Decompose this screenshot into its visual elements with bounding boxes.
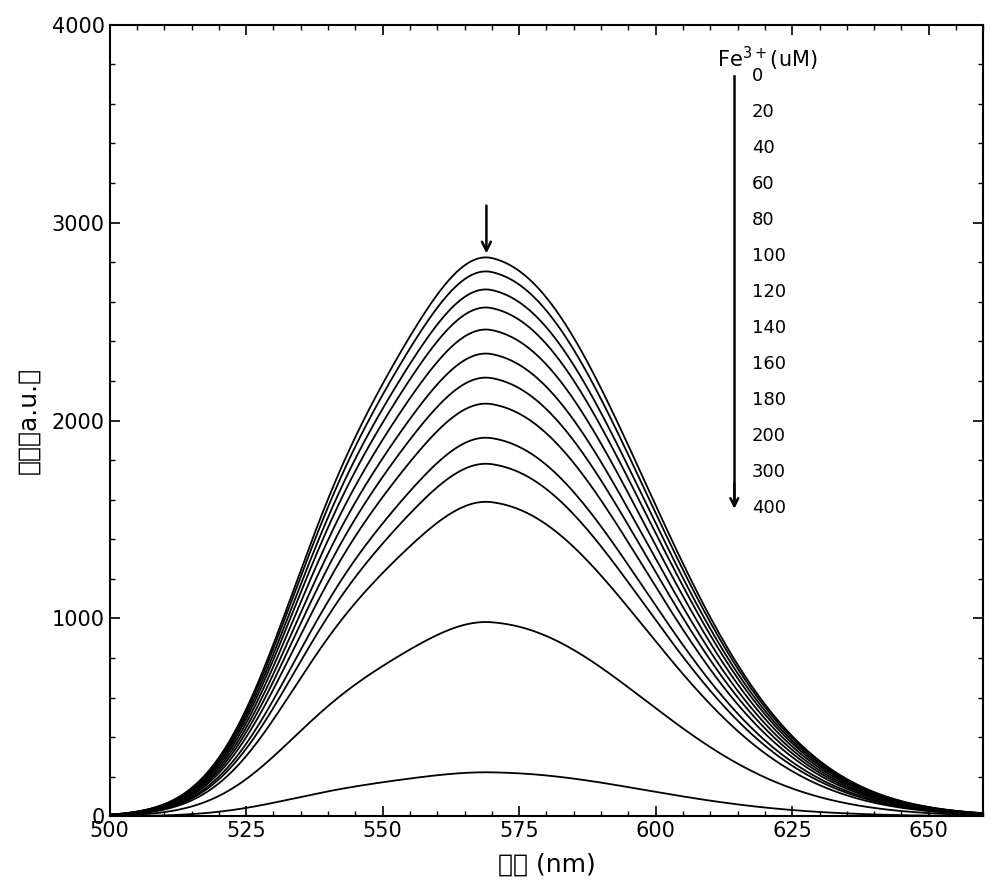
Text: 120: 120: [752, 283, 786, 301]
Text: 180: 180: [752, 391, 786, 409]
Text: 0: 0: [752, 67, 763, 85]
Text: 160: 160: [752, 355, 786, 372]
Text: 200: 200: [752, 427, 786, 445]
Text: 300: 300: [752, 463, 786, 480]
Text: 60: 60: [752, 175, 774, 193]
Text: 80: 80: [752, 211, 774, 229]
X-axis label: 波长 (nm): 波长 (nm): [498, 852, 595, 876]
Text: 400: 400: [752, 498, 786, 516]
Text: 40: 40: [752, 139, 775, 157]
Text: 140: 140: [752, 319, 786, 337]
Text: 20: 20: [752, 103, 775, 121]
Text: 100: 100: [752, 246, 786, 265]
Y-axis label: 强度（a.u.）: 强度（a.u.）: [17, 367, 41, 474]
Text: Fe$^{3+}$(uM): Fe$^{3+}$(uM): [717, 45, 817, 72]
